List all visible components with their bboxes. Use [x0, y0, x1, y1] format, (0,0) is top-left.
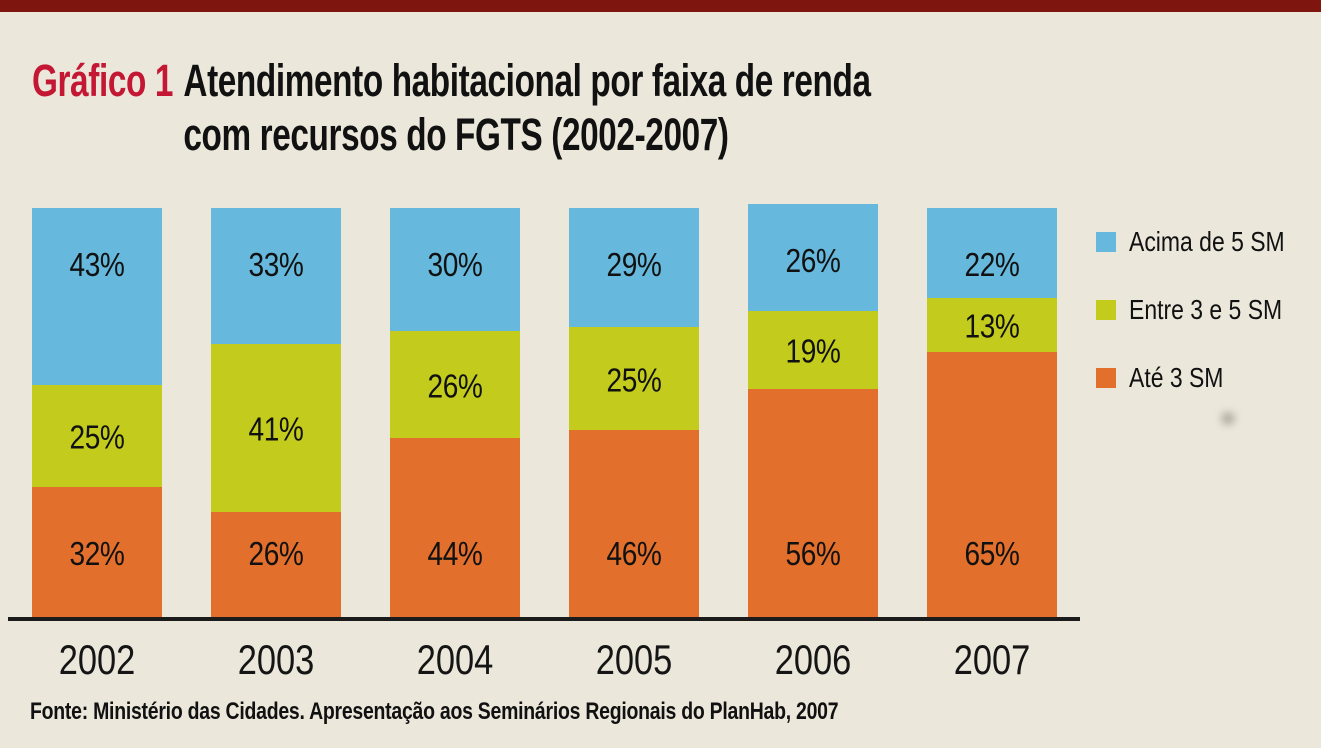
segment-value-label: 26% — [427, 367, 483, 405]
legend-swatch-icon — [1096, 368, 1116, 388]
segment-2007-até-3-sm: 65% — [927, 351, 1057, 619]
segment-value-label: 41% — [248, 410, 304, 448]
chart-title-number: Gráfico 1 — [32, 55, 174, 106]
segment-2003-acima-de-5-sm: 33% — [211, 208, 341, 344]
segment-2004-entre-3-e-5-sm: 26% — [390, 331, 520, 439]
segment-2005-até-3-sm: 46% — [569, 429, 699, 619]
chart-title-line2: com recursos do FGTS (2002-2007) — [183, 109, 729, 160]
legend-item: Entre 3 e 5 SM — [1096, 294, 1319, 326]
segment-value-label: 43% — [69, 246, 125, 283]
segment-2006-até-3-sm: 56% — [748, 388, 878, 619]
segment-2006-entre-3-e-5-sm: 19% — [748, 310, 878, 389]
bar-2003: 33% 41% 26% — [211, 208, 341, 619]
segment-value-label: 25% — [606, 361, 662, 399]
bar-2005: 29% 25% 46% — [569, 208, 699, 619]
segment-value-label: 56% — [785, 535, 841, 572]
legend-swatch-icon — [1096, 232, 1116, 252]
segment-2003-entre-3-e-5-sm: 41% — [211, 343, 341, 513]
segment-value-label: 33% — [248, 246, 304, 283]
segment-2002-acima-de-5-sm: 43% — [32, 208, 162, 385]
segment-value-label: 32% — [69, 534, 125, 572]
segment-2003-até-3-sm: 26% — [211, 512, 341, 619]
x-tick-2002: 2002 — [58, 636, 136, 683]
legend: Acima de 5 SM Entre 3 e 5 SM Até 3 SM — [1096, 226, 1319, 394]
segment-2007-acima-de-5-sm: 22% — [927, 208, 1057, 299]
x-tick-2006: 2006 — [774, 636, 852, 683]
x-tick-2003: 2003 — [237, 636, 315, 683]
segment-2002-entre-3-e-5-sm: 25% — [32, 384, 162, 488]
legend-label: Entre 3 e 5 SM — [1129, 294, 1283, 325]
bar-2002: 43% 25% 32% — [32, 208, 162, 619]
segment-value-label: 46% — [606, 534, 662, 572]
segment-value-label: 25% — [69, 418, 125, 456]
legend-label: Até 3 SM — [1129, 362, 1224, 393]
segment-value-label: 65% — [964, 534, 1020, 572]
top-decorative-strip — [0, 0, 1321, 12]
x-tick-2005: 2005 — [595, 636, 673, 683]
bar-2007: 22% 13% 65% — [927, 208, 1057, 619]
segment-2005-acima-de-5-sm: 29% — [569, 208, 699, 328]
print-smudge — [1221, 412, 1235, 425]
segment-2006-acima-de-5-sm: 26% — [748, 204, 878, 311]
x-tick-2004: 2004 — [416, 636, 494, 683]
segment-2002-até-3-sm: 32% — [32, 487, 162, 619]
bar-2006: 26% 19% 56% — [748, 204, 878, 619]
legend-item: Até 3 SM — [1096, 362, 1319, 394]
segment-value-label: 30% — [427, 246, 483, 283]
segment-2004-acima-de-5-sm: 30% — [390, 208, 520, 332]
chart-title-text: Atendimento habitacional por faixa de re… — [183, 54, 871, 162]
segment-value-label: 26% — [248, 534, 304, 572]
legend-item: Acima de 5 SM — [1096, 226, 1319, 258]
segment-value-label: 26% — [785, 242, 841, 279]
segment-value-label: 29% — [606, 246, 662, 283]
x-tick-2007: 2007 — [953, 636, 1031, 683]
segment-value-label: 19% — [785, 332, 841, 370]
segment-2007-entre-3-e-5-sm: 13% — [927, 298, 1057, 352]
chart-title-line1: Atendimento habitacional por faixa de re… — [183, 55, 871, 106]
segment-2005-entre-3-e-5-sm: 25% — [569, 327, 699, 430]
segment-value-label: 22% — [964, 246, 1020, 283]
chart-title: Gráfico 1 Atendimento habitacional por f… — [32, 54, 871, 162]
bar-2004: 30% 26% 44% — [390, 208, 520, 619]
x-axis-line — [8, 617, 1080, 621]
segment-value-label: 13% — [964, 307, 1020, 345]
source-note: Fonte: Ministério das Cidades. Apresenta… — [30, 698, 839, 725]
segment-2004-até-3-sm: 44% — [390, 438, 520, 619]
legend-label: Acima de 5 SM — [1129, 226, 1285, 257]
segment-value-label: 44% — [427, 534, 483, 572]
legend-swatch-icon — [1096, 300, 1116, 320]
